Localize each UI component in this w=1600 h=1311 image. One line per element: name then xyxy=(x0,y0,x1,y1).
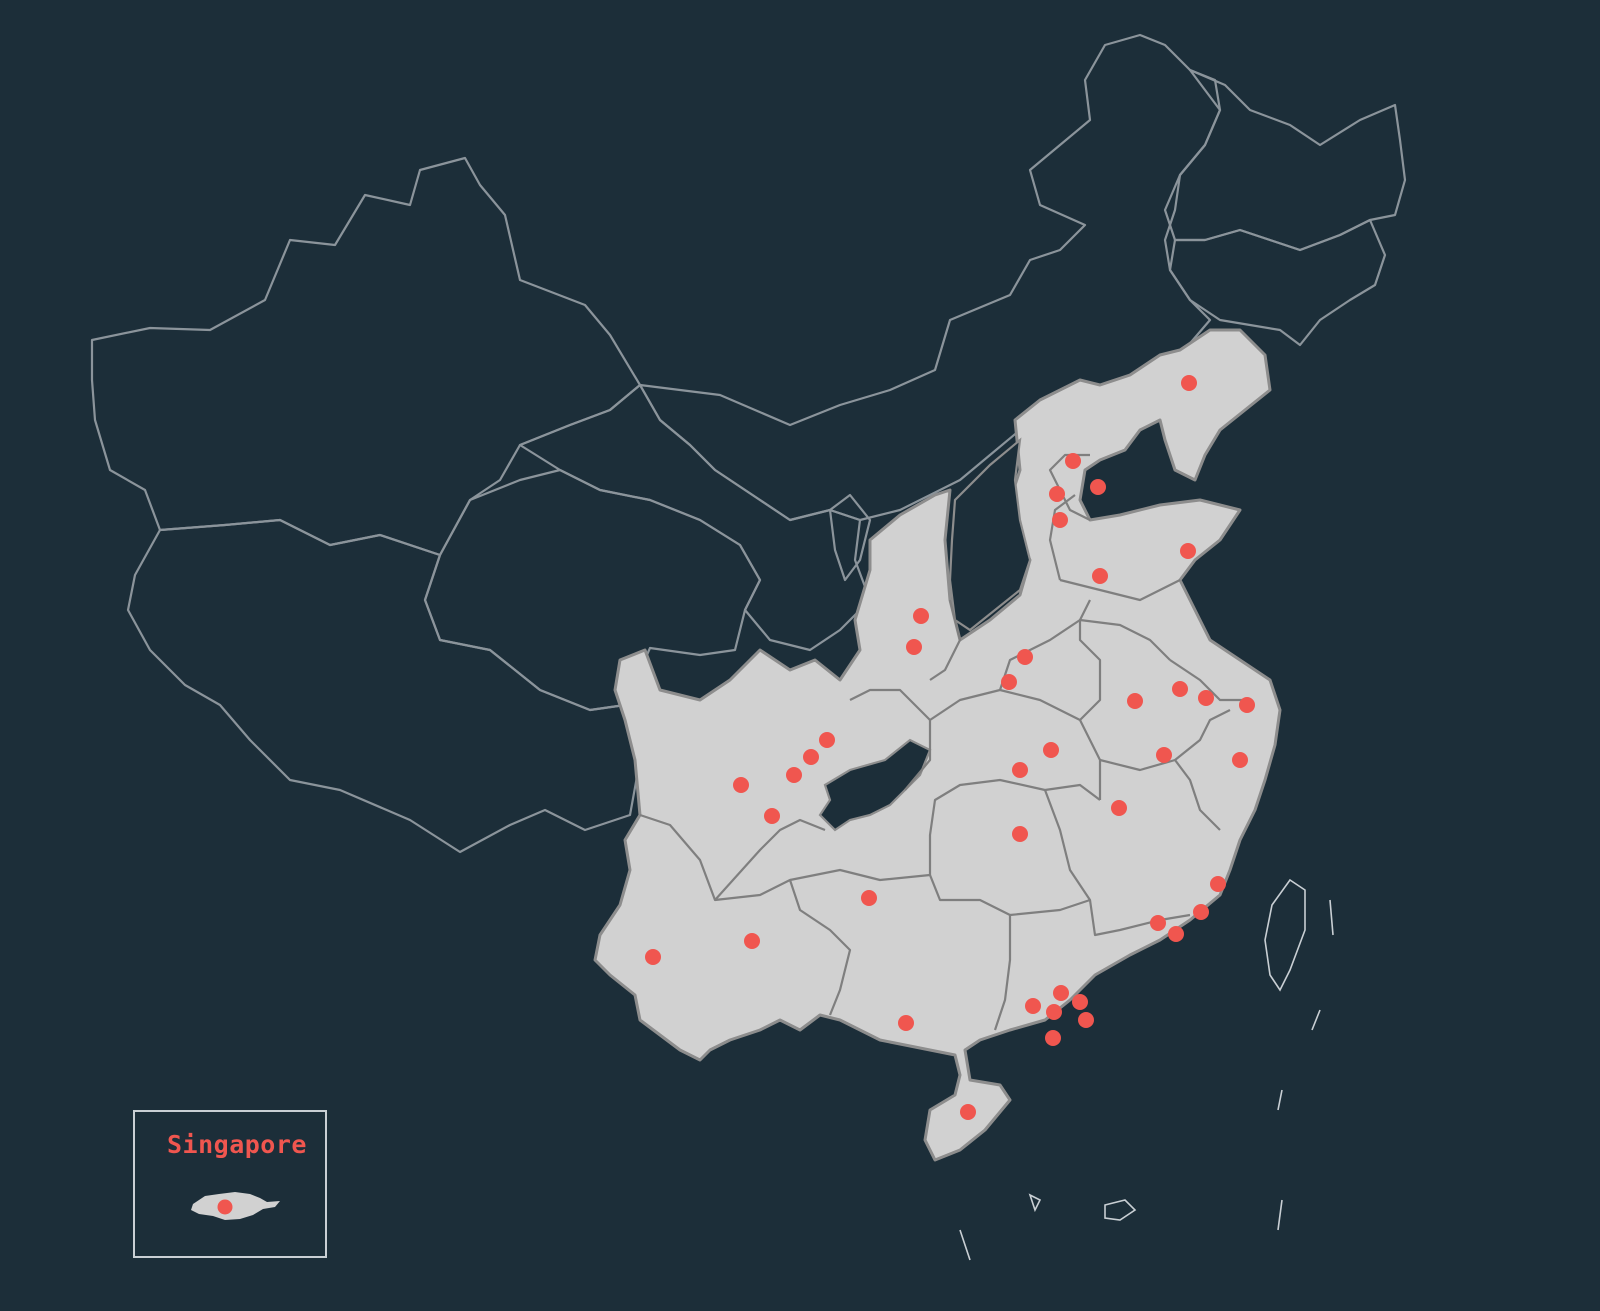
city-marker[interactable] xyxy=(786,767,802,783)
region-chongqing xyxy=(818,738,932,832)
city-marker[interactable] xyxy=(744,933,760,949)
highlighted-regions xyxy=(593,328,1282,1162)
city-marker[interactable] xyxy=(1012,826,1028,842)
city-marker[interactable] xyxy=(803,749,819,765)
city-marker[interactable] xyxy=(1198,690,1214,706)
city-marker[interactable] xyxy=(1046,1004,1062,1020)
city-marker[interactable] xyxy=(906,639,922,655)
singapore-marker xyxy=(217,1199,233,1215)
singapore-shape xyxy=(191,1192,280,1220)
city-marker[interactable] xyxy=(1025,998,1041,1014)
inset-label: Singapore xyxy=(167,1130,307,1159)
city-marker[interactable] xyxy=(1111,800,1127,816)
singapore-island xyxy=(191,1192,280,1220)
city-marker[interactable] xyxy=(960,1104,976,1120)
city-marker[interactable] xyxy=(1210,876,1226,892)
city-marker[interactable] xyxy=(645,949,661,965)
province-borders xyxy=(639,453,1250,1031)
city-marker[interactable] xyxy=(764,808,780,824)
city-marker[interactable] xyxy=(733,777,749,793)
region-shanxi xyxy=(948,437,1032,632)
unhighlighted-regions xyxy=(90,33,1407,854)
region-jilin xyxy=(1168,218,1387,347)
city-marker[interactable] xyxy=(1017,649,1033,665)
city-marker[interactable] xyxy=(1172,681,1188,697)
singapore-inset: Singapore xyxy=(133,1110,327,1258)
region-xinjiang xyxy=(90,156,642,557)
city-marker[interactable] xyxy=(1090,479,1106,495)
city-marker[interactable] xyxy=(1180,543,1196,559)
city-marker[interactable] xyxy=(1168,926,1184,942)
city-marker[interactable] xyxy=(1150,915,1166,931)
city-marker[interactable] xyxy=(1052,512,1068,528)
city-marker[interactable] xyxy=(1156,747,1172,763)
city-marker[interactable] xyxy=(1092,568,1108,584)
city-marker[interactable] xyxy=(913,608,929,624)
city-marker[interactable] xyxy=(861,890,877,906)
region-gansu xyxy=(518,383,872,652)
city-marker[interactable] xyxy=(1181,375,1197,391)
city-marker[interactable] xyxy=(819,732,835,748)
city-marker[interactable] xyxy=(1232,752,1248,768)
region-taiwan xyxy=(1264,878,1306,992)
city-markers xyxy=(645,375,1255,1120)
city-marker[interactable] xyxy=(1127,693,1143,709)
city-marker[interactable] xyxy=(1012,762,1028,778)
city-marker[interactable] xyxy=(1193,904,1209,920)
city-marker[interactable] xyxy=(898,1015,914,1031)
region-tibet xyxy=(126,518,642,854)
region-heilongjiang xyxy=(1163,68,1407,252)
city-marker[interactable] xyxy=(1001,674,1017,690)
region-qinghai xyxy=(423,468,762,712)
city-marker[interactable] xyxy=(1239,697,1255,713)
region-ningxia xyxy=(828,493,872,582)
city-marker[interactable] xyxy=(1045,1030,1061,1046)
city-marker[interactable] xyxy=(1043,742,1059,758)
city-marker[interactable] xyxy=(1078,1012,1094,1028)
islands xyxy=(959,878,1334,1261)
city-marker[interactable] xyxy=(1053,985,1069,1001)
city-marker[interactable] xyxy=(1072,994,1088,1010)
city-marker[interactable] xyxy=(1049,486,1065,502)
region-inner-mongolia xyxy=(638,33,1222,522)
region-highlighted-mainland xyxy=(593,328,1282,1162)
city-marker[interactable] xyxy=(1065,453,1081,469)
